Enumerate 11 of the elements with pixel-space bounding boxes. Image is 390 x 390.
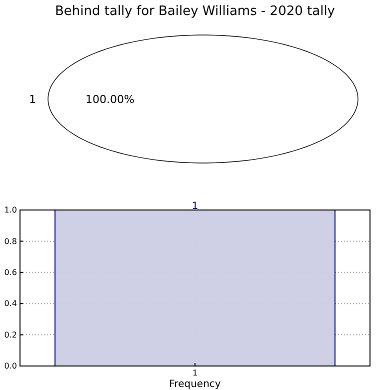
y-tick-label: 0.4 (4, 299, 17, 308)
x-axis-title: Frequency (169, 379, 221, 390)
y-tick-label: 0.2 (4, 330, 17, 340)
y-tick-label: 0.0 (4, 362, 17, 371)
data-label: 100.00% (86, 93, 134, 106)
data-label: 1 (192, 368, 198, 378)
chart-title: Behind tally for Bailey Williams - 2020 tally (54, 4, 336, 19)
y-tick-label: 0.8 (4, 236, 17, 246)
y-tick-label: 1.0 (4, 206, 17, 215)
y-tick-label: 0.6 (4, 268, 17, 277)
slice-label: 1 (29, 93, 36, 106)
